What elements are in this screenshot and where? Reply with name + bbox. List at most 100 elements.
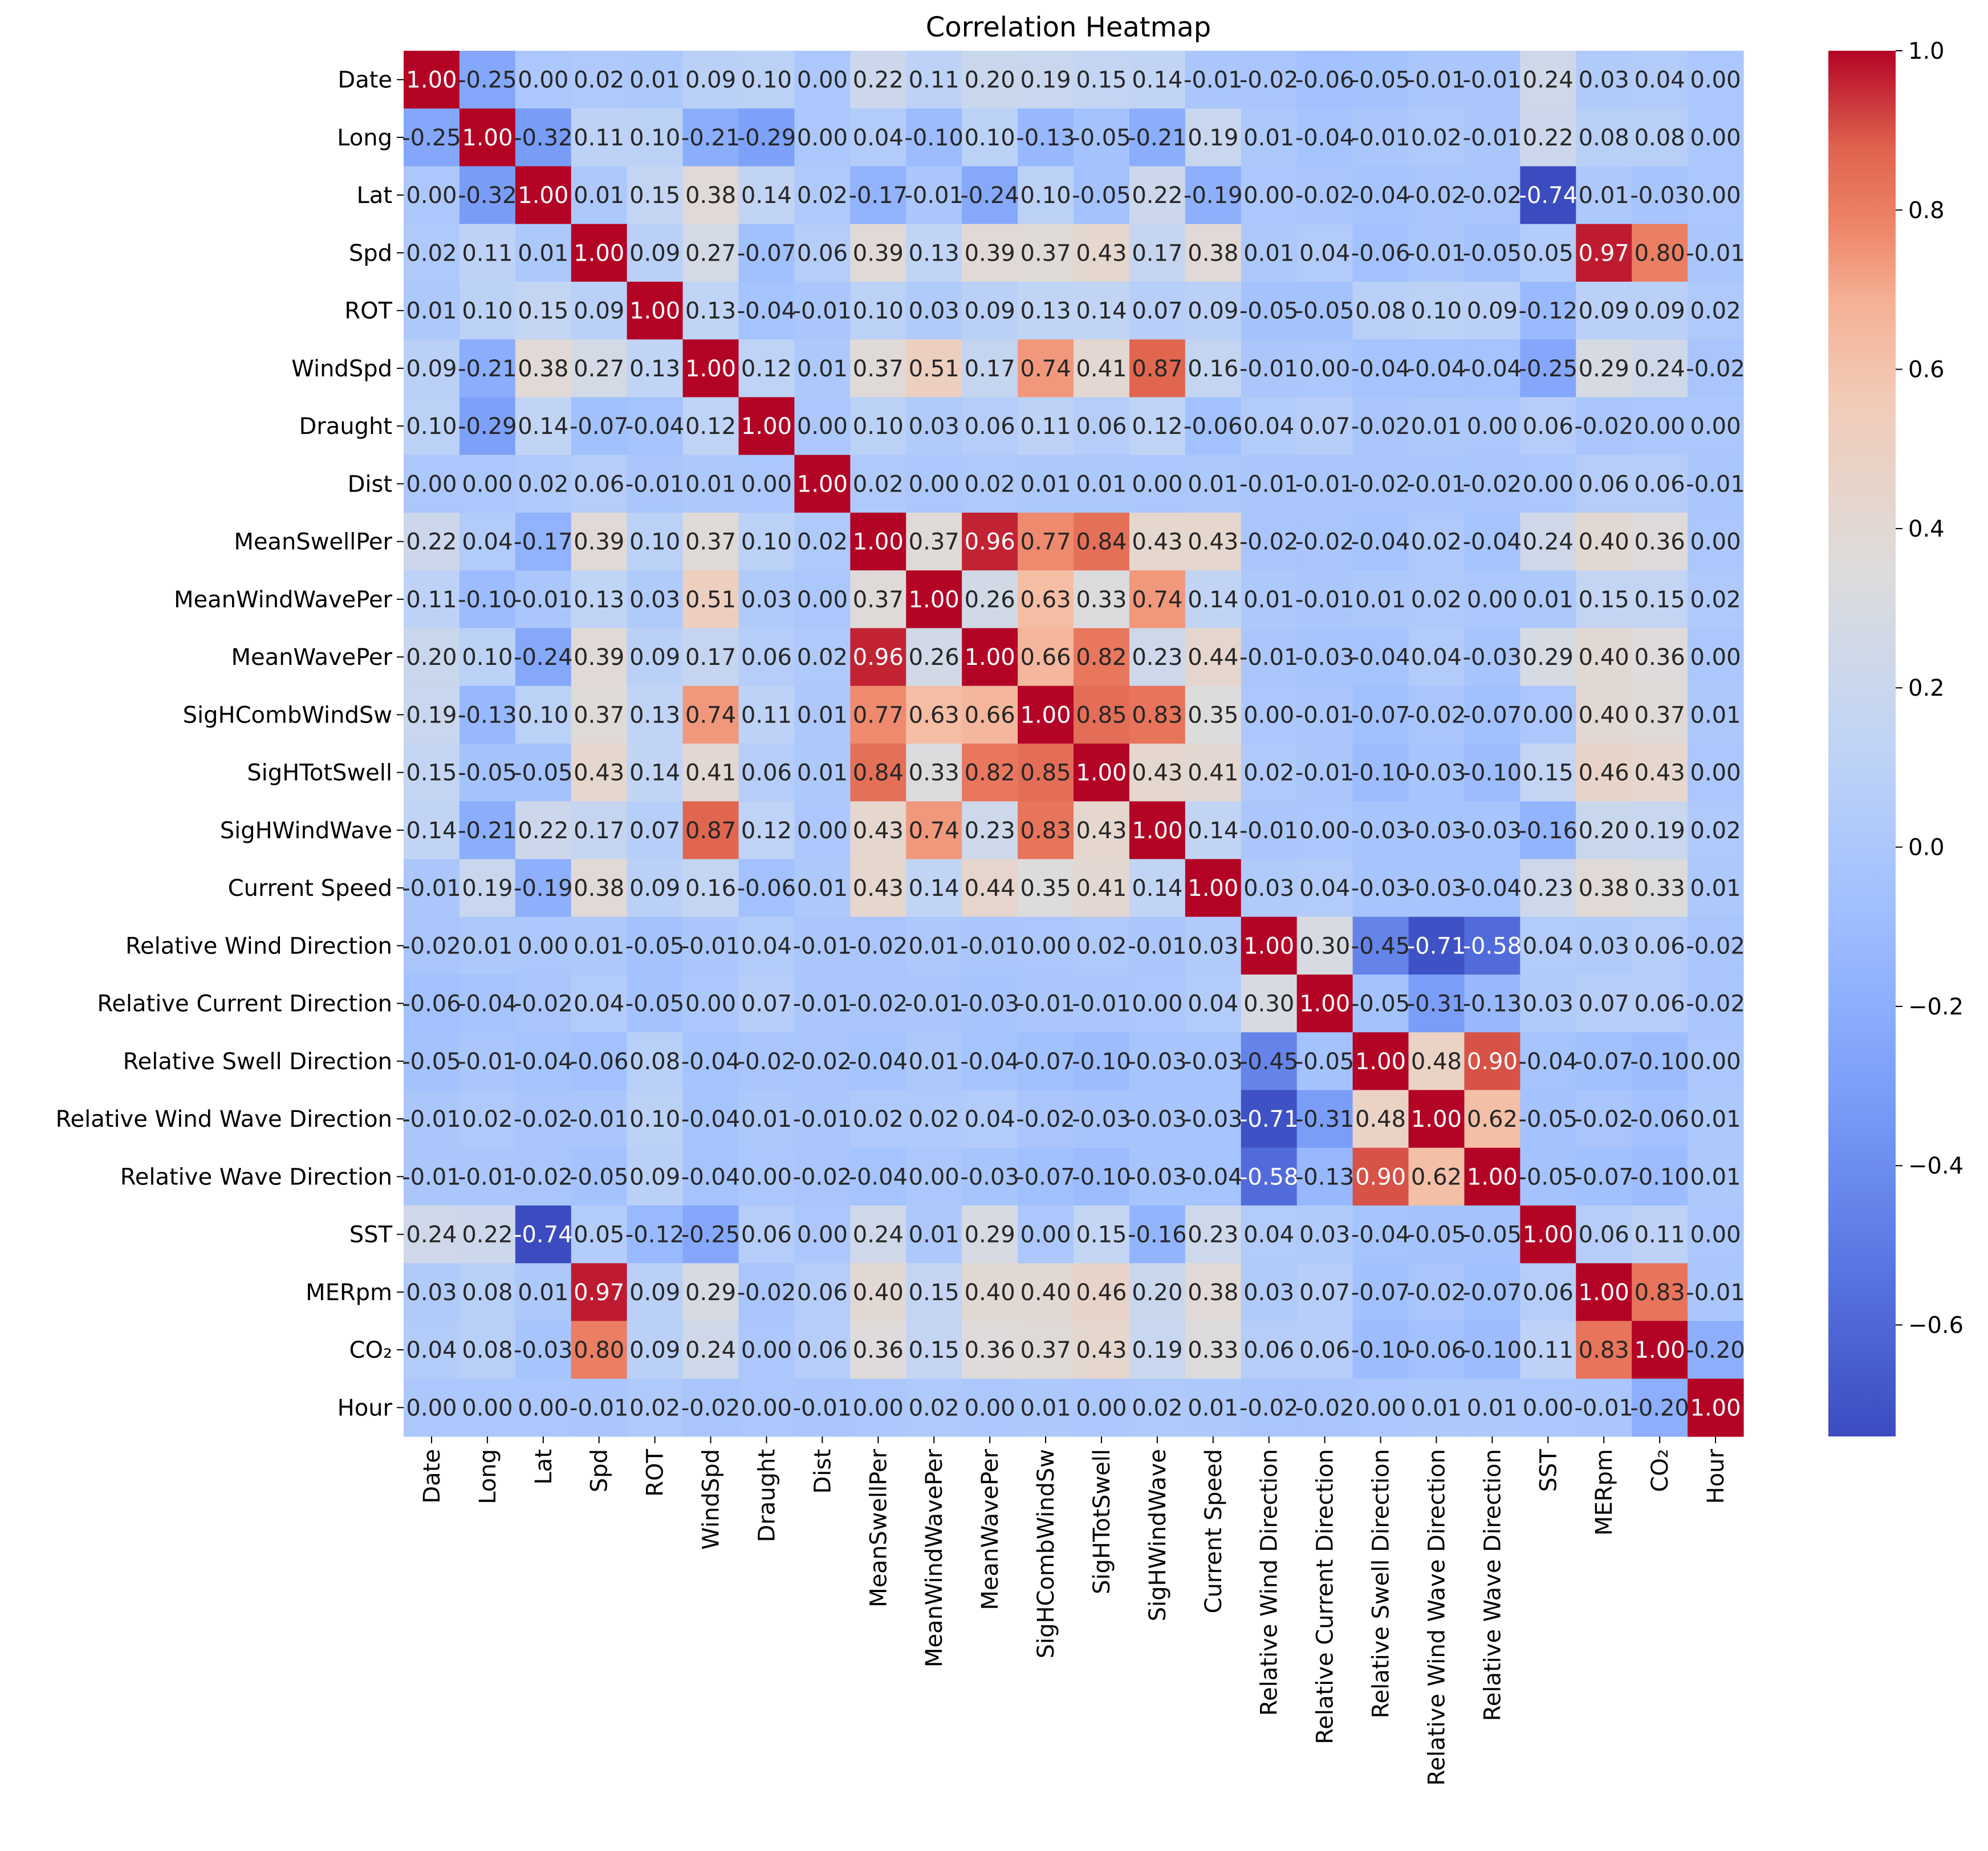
heatmap-cell — [682, 744, 739, 802]
heatmap-cell — [1241, 570, 1298, 629]
heatmap-cell — [1074, 801, 1130, 860]
heatmap-cell-value: 1.00 — [406, 67, 457, 94]
heatmap-cell — [1074, 1205, 1130, 1264]
heatmap-cell — [906, 397, 962, 456]
heatmap-cell-value: -0.03 — [1463, 818, 1522, 844]
heatmap-cell-value: 0.01 — [685, 471, 736, 497]
heatmap-cell — [1185, 339, 1242, 398]
heatmap-cell-value: 0.01 — [1188, 1395, 1238, 1421]
heatmap-cell — [1576, 1321, 1632, 1379]
heatmap-cell-value: -0.04 — [737, 298, 796, 324]
heatmap-cell-value: -0.02 — [1239, 1395, 1299, 1421]
heatmap-cell — [1520, 51, 1576, 109]
column-label: WindSpd — [698, 1449, 725, 1550]
heatmap-cell — [515, 1205, 572, 1264]
heatmap-cell — [1074, 916, 1130, 975]
heatmap-cell — [1018, 1147, 1074, 1206]
heatmap-cell-value: -0.10 — [1351, 1337, 1410, 1363]
heatmap-cell — [1464, 570, 1521, 629]
heatmap-cell — [738, 51, 795, 109]
heatmap-cell-value: 0.19 — [1188, 125, 1238, 151]
heatmap-cell — [404, 801, 460, 860]
heatmap-cell — [1129, 570, 1186, 629]
heatmap-cell — [738, 1032, 795, 1091]
heatmap-cell-value: -0.03 — [1351, 818, 1410, 844]
heatmap-cell-value: 0.14 — [909, 875, 960, 902]
heatmap-cell — [515, 859, 572, 918]
heatmap-cell-value: 0.00 — [797, 818, 848, 844]
heatmap-cell-value: -0.10 — [1463, 760, 1522, 786]
heatmap-cell — [627, 51, 684, 109]
heatmap-cell-value: -0.19 — [1184, 182, 1243, 209]
heatmap-cell-value: -0.03 — [1128, 1106, 1187, 1132]
heatmap-cell-value: 0.00 — [1523, 1395, 1574, 1421]
heatmap-cell-value: 0.02 — [462, 1106, 513, 1132]
heatmap-cell — [682, 397, 739, 456]
heatmap-cell-value: -0.10 — [1072, 1049, 1131, 1075]
heatmap-cell — [1464, 801, 1521, 860]
heatmap-cell — [1241, 166, 1298, 225]
heatmap-cell — [627, 1263, 684, 1322]
heatmap-cell-value: -0.03 — [1295, 644, 1355, 671]
heatmap-cell — [682, 975, 739, 1033]
heatmap-cell — [571, 801, 628, 860]
heatmap-cell-value: 0.06 — [1523, 413, 1574, 440]
heatmap-cell — [850, 339, 906, 398]
heatmap-cell — [571, 1321, 628, 1379]
heatmap-cell-value: 0.17 — [574, 818, 624, 844]
heatmap-cell — [1520, 166, 1576, 225]
heatmap-cell-value: 0.74 — [1021, 356, 1071, 382]
heatmap-cell — [1074, 1378, 1130, 1437]
heatmap-cell — [1129, 628, 1186, 687]
heatmap-cell — [404, 570, 460, 629]
heatmap-cell-value: 0.15 — [406, 760, 457, 786]
heatmap-cell-value: -0.10 — [1351, 760, 1410, 786]
heatmap-cell — [571, 628, 628, 687]
heatmap-cell — [1464, 282, 1521, 340]
heatmap-cell-value: 1.00 — [1411, 1106, 1462, 1132]
heatmap-cell — [1018, 744, 1074, 802]
heatmap-cell-value: 0.06 — [741, 1222, 792, 1248]
heatmap-cell-value: 0.01 — [909, 1049, 960, 1075]
row-label: CO₂ — [349, 1337, 392, 1363]
heatmap-cell-value: -0.05 — [1351, 991, 1410, 1017]
heatmap-cell — [962, 51, 1018, 109]
heatmap-cell-value: -0.04 — [1295, 125, 1355, 151]
heatmap-cell — [459, 744, 516, 802]
heatmap-cell-value: -0.02 — [681, 1395, 741, 1421]
heatmap-cell-value: 0.02 — [1690, 818, 1741, 844]
heatmap-cell — [1129, 1263, 1186, 1322]
heatmap-cell-value: 0.05 — [1523, 240, 1574, 266]
heatmap-cell — [571, 859, 628, 918]
heatmap-cell-value: 0.01 — [1021, 1395, 1071, 1421]
heatmap-cell-value: -0.16 — [1128, 1222, 1187, 1248]
heatmap-cell — [1688, 51, 1744, 109]
heatmap-cell — [1185, 685, 1242, 744]
heatmap-cell-value: 0.06 — [1076, 413, 1127, 440]
heatmap-cell-value: -0.32 — [514, 125, 573, 151]
heatmap-cell — [515, 570, 572, 629]
heatmap-cell — [1352, 685, 1409, 744]
heatmap-cell — [404, 51, 460, 109]
heatmap-cell — [1688, 975, 1744, 1033]
heatmap-cell-value: 0.15 — [629, 182, 680, 209]
heatmap-cell-value: -0.13 — [1463, 991, 1522, 1017]
heatmap-cell — [794, 628, 851, 687]
heatmap-cell — [404, 1205, 460, 1264]
heatmap-cell — [962, 1378, 1018, 1437]
heatmap-cell — [1632, 801, 1688, 860]
heatmap-cell — [1688, 339, 1744, 398]
heatmap-cell-value: 0.05 — [574, 1222, 624, 1248]
heatmap-cell-value: 0.17 — [965, 356, 1015, 382]
heatmap-cell — [1352, 801, 1409, 860]
heatmap-cell-value: -0.01 — [1184, 67, 1243, 94]
heatmap-cell-value: 0.00 — [741, 1337, 792, 1363]
heatmap-cell-value: 1.00 — [853, 529, 904, 555]
heatmap-cell-value: 0.01 — [518, 240, 568, 266]
heatmap-cell-value: -0.01 — [793, 1395, 852, 1421]
heatmap-cell-value: 0.12 — [741, 818, 792, 844]
heatmap-cell-value: -0.02 — [514, 991, 573, 1017]
heatmap-cell-value: 0.84 — [853, 760, 904, 786]
heatmap-cell-value: 0.85 — [1021, 760, 1071, 786]
heatmap-cell — [962, 108, 1018, 167]
